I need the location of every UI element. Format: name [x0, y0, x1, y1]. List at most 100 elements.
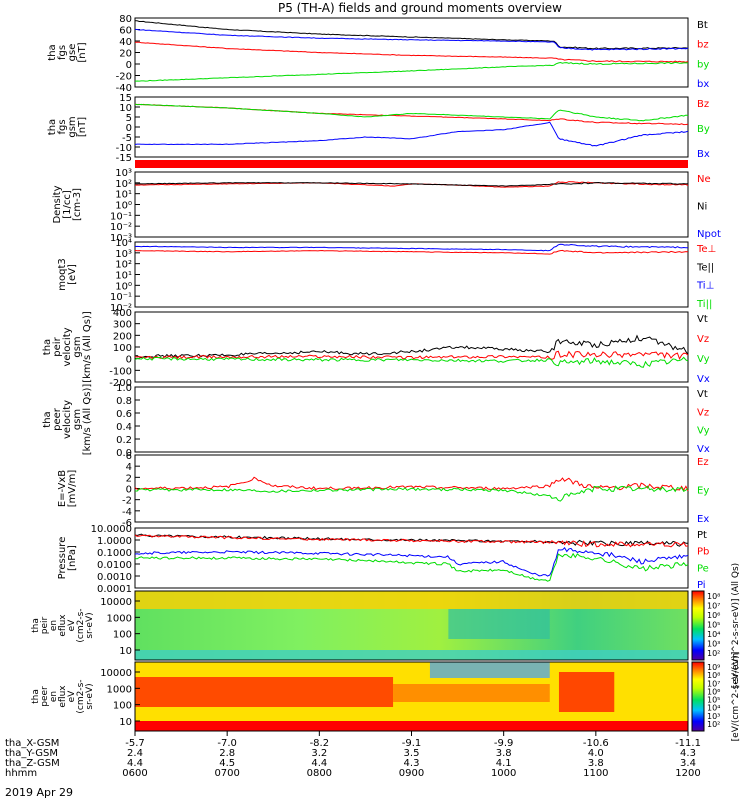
y-tick-label: 10¹ [115, 190, 132, 201]
y-axis-label: [nPa] [67, 545, 78, 571]
x-tick-label: 3.5 [404, 748, 420, 759]
series-Vt [134, 334, 689, 359]
x-tick-label: 3.4 [680, 758, 696, 769]
y-tick-label: 100 [113, 701, 132, 712]
x-tick-label: 4.5 [219, 758, 235, 769]
y-tick-label: 0.4 [116, 422, 132, 433]
legend-entry: Vt [697, 389, 708, 400]
x-tick-label: 3.8 [588, 758, 604, 769]
colorbar-tick-label: 10⁷ [707, 679, 720, 688]
y-axis-label: [nT] [77, 42, 88, 62]
y-tick-label: 10⁰ [115, 281, 132, 292]
series-Te⊥ [134, 249, 689, 255]
y-tick-label: 0.0001 [97, 584, 132, 595]
x-tick-label: 4.4 [311, 758, 327, 769]
y-tick-label: 0 [126, 485, 132, 496]
y-tick-label: 400 [113, 308, 132, 319]
y-axis-label: sr-eV) [85, 683, 95, 709]
y-axis-label: gsm [72, 409, 83, 430]
x-tick-label: 4.3 [680, 748, 696, 759]
y-axis-label: [cm-3] [72, 188, 83, 221]
y-tick-label: 1000 [107, 684, 132, 695]
spectrogram-band [558, 672, 615, 712]
y-tick-label: 0 [126, 60, 132, 71]
colorbar-tick-label: 10⁴ [707, 704, 720, 713]
y-axis-label: peir [52, 336, 63, 356]
y-tick-label: 10 [119, 103, 132, 114]
x-tick-label: 1100 [583, 768, 608, 779]
y-tick-label: 10⁻¹ [110, 292, 132, 303]
series-Ez [134, 476, 689, 492]
y-axis-label: eV [67, 690, 77, 703]
y-axis-label: peer [52, 407, 63, 431]
y-tick-label: 10 [119, 717, 132, 728]
y-tick-label: 100 [113, 630, 132, 641]
y-axis-label: E=-VxB [57, 470, 68, 507]
y-tick-label: -4 [122, 507, 132, 518]
x-tick-label: -9.1 [402, 738, 422, 749]
y-tick-label: 1000 [107, 613, 132, 624]
y-tick-label: 0.8 [116, 396, 132, 407]
y-axis-label: gsm [67, 116, 78, 137]
colorbar-tick-label: 10⁷ [707, 602, 720, 611]
legend-entry: Vy [697, 426, 710, 437]
colorbar-tick-label: 10⁴ [707, 630, 720, 639]
y-axis-label: velocity [62, 327, 73, 366]
y-axis-label: [eV] [67, 264, 78, 285]
series-Ne [135, 181, 689, 188]
y-tick-label: -200 [109, 378, 132, 389]
y-axis-label: eflux [58, 614, 68, 637]
legend-entry: Bx [697, 149, 710, 160]
y-tick-label: 300 [113, 320, 132, 331]
y-axis-label: tha [42, 339, 53, 355]
y-axis-label: [km/s (All Qs)] [82, 384, 93, 456]
x-tick-label: -10.6 [583, 738, 609, 749]
x-tick-label: -9.9 [494, 738, 514, 749]
y-axis-label: tha [42, 411, 53, 427]
legend-entry: Te⊥ [696, 244, 716, 255]
legend-entry: Vx [697, 444, 710, 455]
spectrogram-low-energy [135, 721, 688, 731]
y-tick-label: 0.0100 [97, 560, 132, 571]
legend-entry: bx [697, 79, 709, 90]
x-tick-label: 2.4 [127, 748, 143, 759]
series-Vy [134, 356, 689, 368]
colorbar-tick-label: 10⁸ [707, 671, 720, 680]
y-tick-label: 0.0 [116, 448, 132, 459]
x-tick-label: -5.7 [125, 738, 145, 749]
spectrogram-band [429, 662, 550, 678]
legend-entry: Vz [697, 407, 709, 418]
colorbar-tick-label: 10² [707, 649, 720, 658]
y-tick-label: 0.0010 [97, 572, 132, 583]
legend-entry: Bt [697, 20, 708, 31]
legend-entry: Vt [697, 314, 708, 325]
y-tick-label: 5 [126, 113, 132, 124]
legend-entry: bz [697, 40, 709, 51]
y-axis-label: [km/s (All Qs)] [82, 311, 93, 383]
y-tick-label: 10² [115, 260, 132, 271]
y-axis-label: en [49, 620, 59, 631]
series-Bt [134, 20, 689, 50]
legend-entry: Ez [697, 457, 709, 468]
y-tick-label: -100 [109, 366, 132, 377]
series-by [134, 61, 689, 82]
y-axis-label: [mV/m] [67, 470, 78, 508]
y-axis-label: tha [47, 119, 58, 135]
y-tick-label: 0.1000 [97, 548, 132, 559]
spectrogram-peer-en-eflux: 10000 1000 100 10 tha peer en eflux eV (cm2-s-sr-… [31, 652, 741, 742]
y-tick-label: -20 [116, 72, 132, 83]
colorbar-tick-label: 10⁶ [707, 687, 720, 696]
y-axis-label: eflux [58, 685, 68, 708]
y-axis-label: velocity [62, 400, 73, 439]
legend-entry: Pe [697, 563, 709, 574]
x-tick-label: 0600 [122, 768, 147, 779]
spectrogram-band [448, 609, 550, 639]
colorbar-tick-label: 10⁹ [707, 663, 720, 672]
y-tick-label: 10¹ [115, 271, 132, 282]
y-tick-label: 0.6 [116, 409, 132, 420]
y-tick-label: 10⁻¹ [110, 211, 132, 222]
spectrogram-band [393, 684, 550, 702]
y-axis-label: tha [31, 618, 41, 633]
